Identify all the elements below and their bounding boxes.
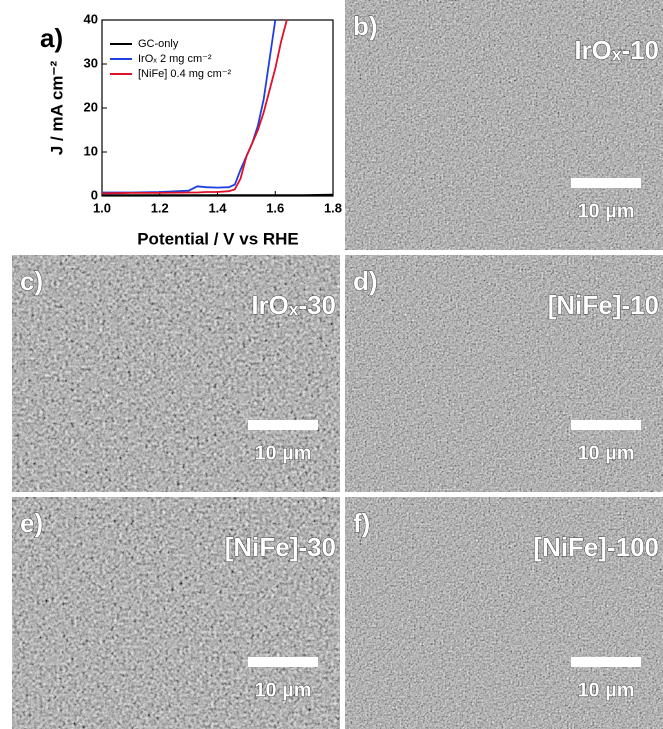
x-tick-label: 1.2: [151, 200, 169, 215]
panel-title: [NiFe]-10: [548, 290, 659, 320]
y-tick-label: 30: [84, 55, 98, 70]
scale-bar-label: 10 µm: [254, 679, 311, 701]
x-axis-label: Potential / V vs RHE: [137, 229, 299, 248]
panel-label: b): [353, 11, 378, 41]
scale-bar: [571, 178, 641, 188]
x-tick-label: 1.4: [208, 200, 227, 215]
panel-title: [NiFe]-100: [533, 532, 659, 562]
x-tick-label: 1.6: [266, 200, 284, 215]
scale-bar: [248, 420, 318, 430]
plot-frame: [102, 20, 333, 196]
scale-bar: [248, 657, 318, 667]
y-tick-label: 20: [84, 99, 98, 114]
panel-title: IrOₓ-10: [574, 35, 659, 65]
scale-bar-label: 10 µm: [577, 442, 634, 464]
legend-label: GC-only: [138, 38, 179, 50]
scale-bar: [571, 657, 641, 667]
panel-label: c): [20, 266, 43, 296]
panel-title: IrOₓ-30: [251, 290, 336, 320]
panel-label: d): [353, 266, 378, 296]
panel-label: a): [40, 23, 63, 53]
y-tick-label: 40: [84, 11, 98, 26]
scale-bar-label: 10 µm: [577, 200, 634, 222]
legend-label: IrOₓ 2 mg cm⁻²: [138, 53, 212, 65]
x-tick-label: 1.0: [93, 200, 111, 215]
scale-bar: [571, 420, 641, 430]
y-tick-label: 10: [84, 143, 98, 158]
x-tick-label: 1.8: [324, 200, 342, 215]
panel-title: [NiFe]-30: [225, 532, 336, 562]
legend-label: [NiFe] 0.4 mg cm⁻²: [138, 68, 232, 80]
panel-label: e): [20, 508, 43, 538]
scale-bar-label: 10 µm: [254, 442, 311, 464]
y-axis-label: J / mA cm⁻²: [47, 61, 66, 156]
series-line: [102, 20, 275, 193]
series-line: [102, 20, 287, 193]
scale-bar-label: 10 µm: [577, 679, 634, 701]
panel-label: f): [353, 508, 370, 538]
figure: a) Potential / V vs RHE J / mA cm⁻² 0102…: [0, 0, 663, 729]
